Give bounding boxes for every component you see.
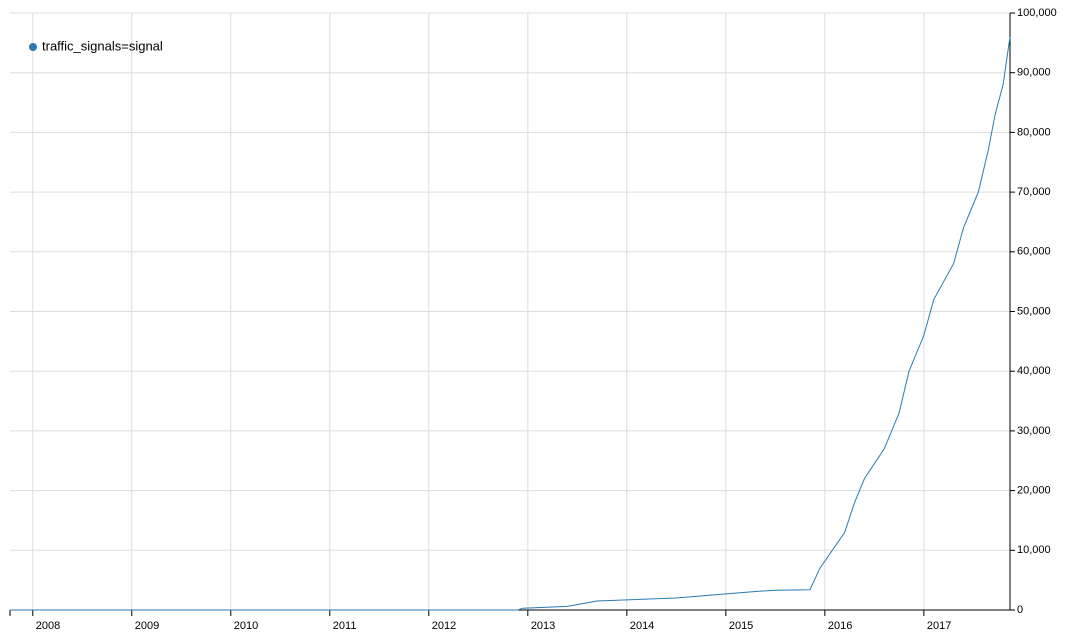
x-tick-label: 2014 xyxy=(630,620,654,632)
x-tick-label: 2010 xyxy=(234,620,258,632)
y-tick-label: 60,000 xyxy=(1017,246,1051,258)
x-tick-label: 2012 xyxy=(432,620,456,632)
y-tick-label: 90,000 xyxy=(1017,67,1051,79)
y-tick-label: 20,000 xyxy=(1017,485,1051,497)
y-tick-label: 0 xyxy=(1017,604,1023,616)
x-tick-label: 2015 xyxy=(729,620,753,632)
y-tick-label: 30,000 xyxy=(1017,425,1051,437)
y-tick-label: 70,000 xyxy=(1017,186,1051,198)
y-tick-label: 50,000 xyxy=(1017,305,1051,317)
y-tick-label: 40,000 xyxy=(1017,365,1051,377)
x-tick-label: 2009 xyxy=(135,620,159,632)
x-tick-label: 2013 xyxy=(531,620,555,632)
y-tick-label: 100,000 xyxy=(1017,7,1057,19)
x-tick-label: 2017 xyxy=(927,620,951,632)
x-tick-label: 2016 xyxy=(828,620,852,632)
legend-marker xyxy=(29,43,37,51)
line xyxy=(10,36,1011,611)
x-tick-label: 2011 xyxy=(333,620,357,632)
y-tick-label: 80,000 xyxy=(1017,126,1051,138)
legend-label: traffic_signals=signal xyxy=(42,38,163,53)
y-tick-label: 10,000 xyxy=(1017,544,1051,556)
x-tick-label: 2008 xyxy=(36,620,60,632)
